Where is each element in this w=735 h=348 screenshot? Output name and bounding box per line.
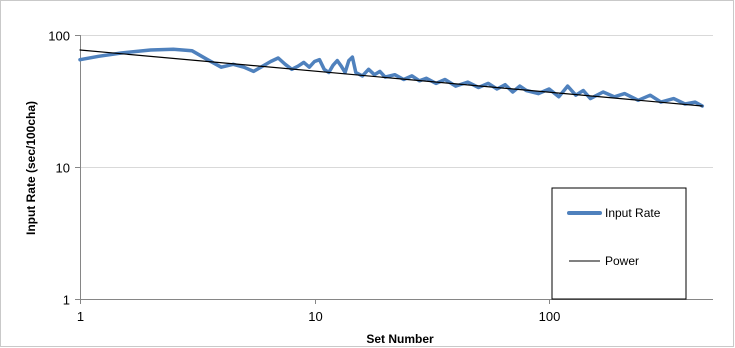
y-tick-label: 1 [63,293,70,308]
series-layer [78,47,705,108]
series-line-power [79,49,703,107]
legend-box [551,187,687,300]
x-axis-ticks: 1 10 100 [77,299,560,324]
legend-label-input-rate: Input Rate [605,206,661,220]
y-tick-label: 100 [48,29,70,44]
y-tick-label: 10 [56,161,70,176]
gridlines [80,35,713,168]
y-axis-ticks: 1 10 100 [48,29,80,308]
legend: Input Rate Power [551,187,687,300]
x-tick-label: 10 [308,309,322,324]
x-tick-label: 100 [539,309,561,324]
series-line-input-rate [78,47,705,108]
x-tick-label: 1 [77,309,84,324]
x-axis-title: Set Number [366,332,434,346]
y-axis-title: Input Rate (sec/100cha) [24,101,38,235]
legend-label-power: Power [605,254,639,268]
